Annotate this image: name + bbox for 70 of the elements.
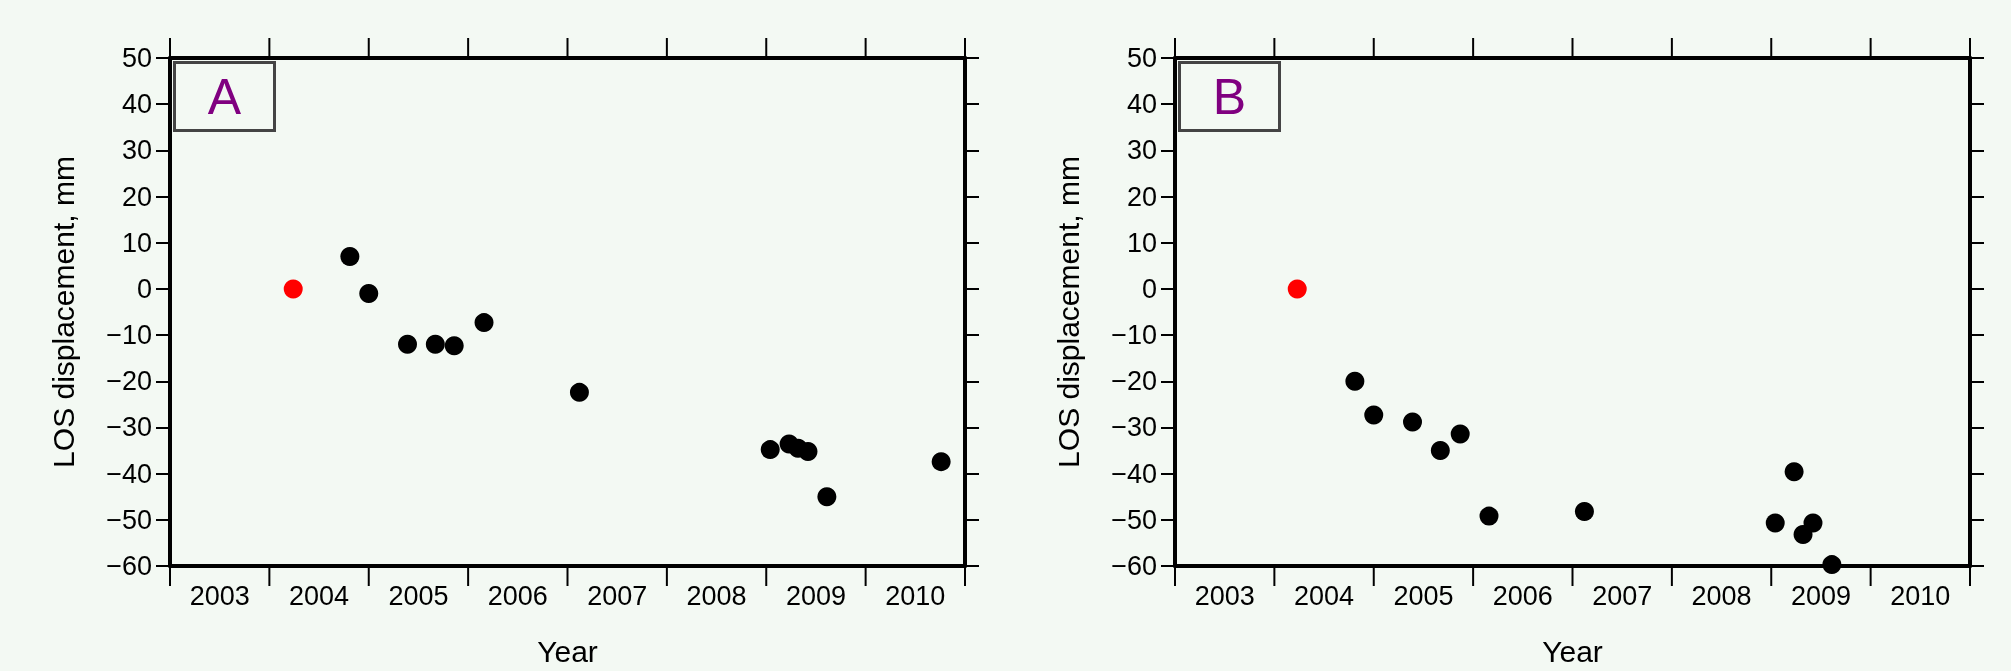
- point: [444, 336, 464, 356]
- y-tick-label: −60: [1111, 551, 1157, 581]
- point: [474, 313, 494, 333]
- x-tick-label: 2006: [487, 580, 548, 611]
- point: [760, 440, 780, 460]
- y-tick-label: −40: [1111, 458, 1157, 489]
- x-tick-label: 2008: [1691, 580, 1752, 611]
- point: [1822, 555, 1842, 575]
- point: [1287, 279, 1307, 299]
- point: [340, 247, 360, 267]
- y-tick-label: 20: [121, 181, 152, 212]
- y-tick-label: −30: [1111, 412, 1157, 443]
- y-tick-label: −30: [106, 412, 152, 443]
- x-tick-label: 2004: [1294, 580, 1355, 611]
- y-tick-label: 20: [1126, 181, 1157, 212]
- y-tick-label: 30: [121, 135, 152, 166]
- x-tick-label: 2007: [1592, 580, 1653, 611]
- point: [1479, 506, 1499, 526]
- point: [798, 441, 818, 461]
- y-tick-label: −10: [106, 320, 152, 351]
- y-tick-label: 30: [1126, 135, 1157, 166]
- point: [1803, 513, 1823, 533]
- x-axis-title: Year: [1542, 634, 1603, 668]
- point: [1574, 502, 1594, 521]
- point: [1765, 513, 1785, 533]
- x-tick-label: 2006: [1492, 580, 1553, 611]
- x-tick-label: 2003: [189, 580, 250, 611]
- y-axis-title: LOS displacement, mm: [46, 156, 80, 468]
- y-tick-label: 40: [121, 89, 152, 120]
- y-tick-label: −60: [106, 551, 152, 581]
- y-tick-label: 10: [1126, 227, 1157, 258]
- x-tick-label: 2004: [289, 580, 350, 611]
- point: [1430, 441, 1450, 461]
- annotation: B: [1212, 68, 1247, 125]
- point: [817, 487, 837, 507]
- x-tick-label: 2005: [1393, 580, 1454, 611]
- point: [1403, 412, 1423, 432]
- y-tick-label: −50: [1111, 504, 1157, 535]
- point: [1784, 462, 1804, 482]
- x-tick-label: 2003: [1194, 580, 1255, 611]
- point: [569, 382, 589, 402]
- x-tick-label: 2009: [785, 580, 846, 611]
- x-axis-title: Year: [537, 634, 598, 668]
- y-tick-label: −40: [106, 458, 152, 489]
- point: [398, 334, 418, 354]
- x-tick-label: 2008: [686, 580, 747, 611]
- x-tick-label: 2009: [1790, 580, 1851, 611]
- y-tick-label: 40: [1126, 89, 1157, 120]
- point: [1345, 371, 1365, 391]
- point: [1450, 424, 1470, 444]
- y-tick-label: 0: [1141, 273, 1157, 304]
- point: [283, 279, 303, 299]
- x-tick-label: 2010: [1890, 580, 1951, 611]
- y-axis-title: LOS displacement, mm: [1051, 156, 1085, 468]
- y-tick-label: 50: [121, 43, 152, 73]
- y-tick-label: −10: [1111, 320, 1157, 351]
- y-tick-label: 0: [136, 273, 152, 304]
- y-tick-label: −20: [1111, 366, 1157, 397]
- point: [1364, 405, 1384, 425]
- annotation: A: [207, 68, 242, 125]
- y-tick-label: 50: [1126, 43, 1157, 73]
- point: [931, 452, 951, 472]
- x-tick-label: 2005: [388, 580, 449, 611]
- x-tick-label: 2007: [587, 580, 648, 611]
- x-tick-label: 2010: [885, 580, 946, 611]
- y-tick-label: 10: [121, 227, 152, 258]
- point: [359, 284, 379, 304]
- y-tick-label: −50: [106, 504, 152, 535]
- point: [425, 334, 445, 354]
- y-tick-label: −20: [106, 366, 152, 397]
